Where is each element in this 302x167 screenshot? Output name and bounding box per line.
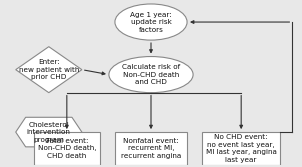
Text: Fatal event:
Non-CHD death,
CHD death: Fatal event: Non-CHD death, CHD death <box>37 138 96 159</box>
Bar <box>34 132 100 165</box>
Polygon shape <box>16 117 82 147</box>
Text: Calculate risk of
Non-CHD death
and CHD: Calculate risk of Non-CHD death and CHD <box>122 64 180 85</box>
Text: Enter:
new patient with
prior CHD: Enter: new patient with prior CHD <box>19 59 79 80</box>
Text: Nonfatal event:
recurrent MI,
recurrent angina: Nonfatal event: recurrent MI, recurrent … <box>121 138 181 159</box>
Ellipse shape <box>115 4 187 40</box>
Text: Cholesterol
intervention
program: Cholesterol intervention program <box>27 122 71 143</box>
Ellipse shape <box>109 56 193 93</box>
Bar <box>115 132 187 165</box>
Bar <box>202 132 280 165</box>
Text: Age 1 year:
update risk
factors: Age 1 year: update risk factors <box>130 12 172 33</box>
Polygon shape <box>16 47 82 93</box>
Text: No CHD event:
no event last year,
MI last year, angina
last year: No CHD event: no event last year, MI las… <box>206 134 277 163</box>
